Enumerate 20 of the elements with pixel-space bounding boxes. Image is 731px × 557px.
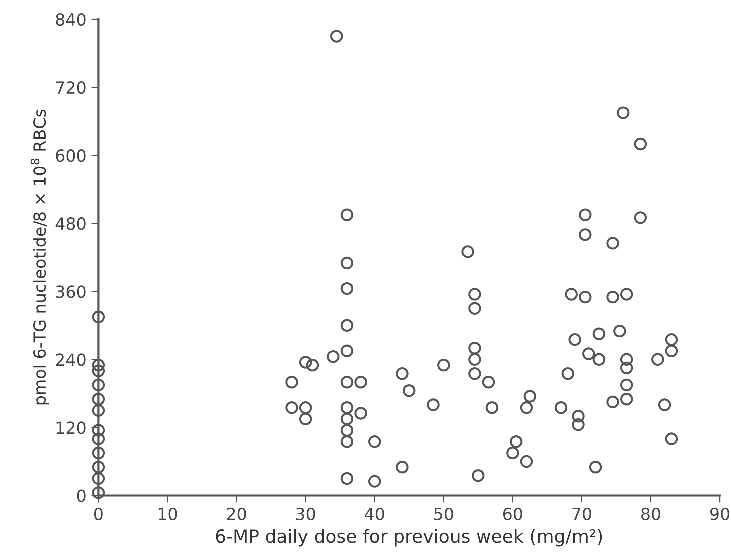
- y-tick-label: 720: [56, 81, 86, 94]
- y-tick-label: 360: [56, 286, 86, 298]
- x-tick-label: 80: [642, 508, 660, 520]
- y-tick-label: 0: [77, 490, 86, 502]
- y-tick-label: 240: [56, 354, 86, 366]
- x-tick-label: 50: [434, 508, 454, 520]
- x-tick-label: 40: [365, 508, 384, 520]
- y-axis-title: pmol 6-TG nucleotide/8 × 10$^{8}$ RBCs: [30, 110, 50, 405]
- x-tick-label: 30: [296, 508, 316, 520]
- x-tick-label: 10: [158, 508, 178, 520]
- y-tick-label: 120: [56, 422, 86, 434]
- x-tick-label: 20: [227, 508, 246, 520]
- x-tick-label: 60: [503, 508, 522, 520]
- x-tick-label: 0: [94, 508, 103, 520]
- x-tick-label: 70: [572, 508, 592, 520]
- y-tick-label: 840: [56, 13, 86, 26]
- x-axis-title: 6-MP daily dose for previous week (mg/m²): [216, 529, 602, 547]
- y-tick-label: 480: [56, 218, 86, 230]
- y-tick-label: 600: [56, 150, 86, 162]
- x-tick-label: 90: [710, 508, 730, 520]
